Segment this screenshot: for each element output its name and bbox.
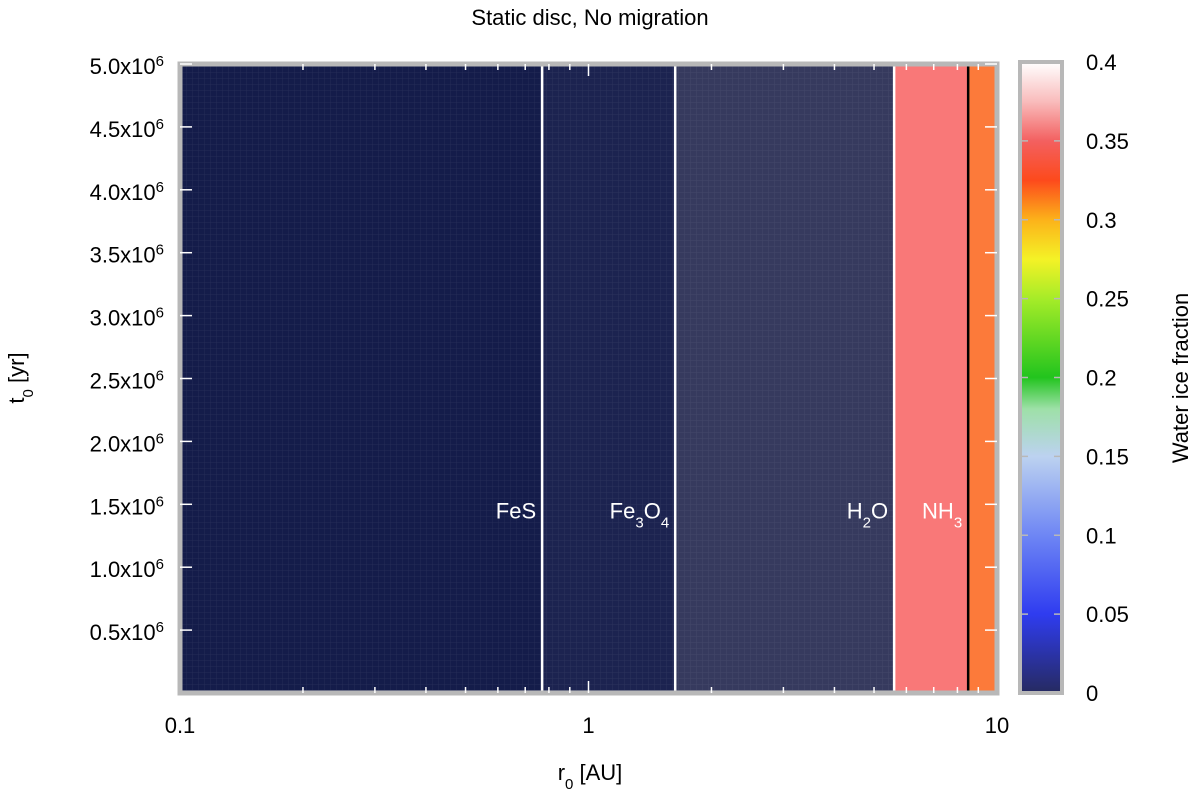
x-tick-label-3: 10: [985, 713, 1009, 738]
colorbar: 0 0.05 0.1 0.15 0.2 0.25 0.3 0.35 0.4: [1018, 50, 1129, 706]
y-tick-label-2: 1.0x106: [90, 556, 164, 583]
y-tick-label-4: 2.0x106: [90, 430, 164, 457]
ice-line-label-2: Fe3O4: [610, 499, 670, 532]
colorbar-tick-label-6: 0.25: [1086, 287, 1129, 312]
y-tick-label-5: 2.5x106: [90, 367, 164, 394]
x-axis-label: r0 [AU]: [558, 760, 623, 793]
colorbar-tick-label-4: 0.15: [1086, 444, 1129, 469]
y-axis: 0.5x106 1.0x106 1.5x106 2.0x106 2.5x106 3.0x1…: [90, 53, 997, 646]
y-tick-label-7: 3.5x106: [90, 241, 164, 268]
ice-line-label-1: FeS: [496, 499, 536, 524]
y-tick-label-6: 3.0x106: [90, 304, 164, 331]
y-tick-label-10: 5.0x106: [90, 53, 164, 80]
ice-line-label-3: H2O: [847, 499, 888, 532]
y-axis-label: t0 [yr]: [4, 352, 37, 403]
colorbar-tick-label-1: 0: [1086, 681, 1098, 706]
colorbar-tick-label-9: 0.4: [1086, 50, 1117, 75]
y-tick-label-3: 1.5x106: [90, 493, 164, 520]
colorbar-tick-label-3: 0.1: [1086, 523, 1117, 548]
colorbar-tick-label-8: 0.35: [1086, 129, 1129, 154]
y-tick-label-1: 0.5x106: [90, 619, 164, 646]
x-tick-label-2: 1: [582, 713, 594, 738]
colorbar-tick-label-5: 0.2: [1086, 366, 1117, 391]
colorbar-label: Water ice fraction: [1168, 293, 1193, 463]
heatmap-region-4: [894, 64, 969, 693]
colorbar-tick-label-7: 0.3: [1086, 208, 1117, 233]
chart-title: Static disc, No migration: [471, 5, 708, 30]
colorbar-tick-label-2: 0.05: [1086, 602, 1129, 627]
y-tick-label-8: 4.0x106: [90, 178, 164, 205]
plot-area: FeS Fe3O4 H2O NH3: [177, 61, 1000, 696]
heatmap-cell-grid: [180, 64, 895, 693]
y-tick-label-9: 4.5x106: [90, 115, 164, 142]
x-axis: 0.1 1 10: [165, 64, 1009, 738]
x-tick-label-1: 0.1: [165, 713, 196, 738]
ice-line-label-4: NH3: [922, 499, 962, 532]
